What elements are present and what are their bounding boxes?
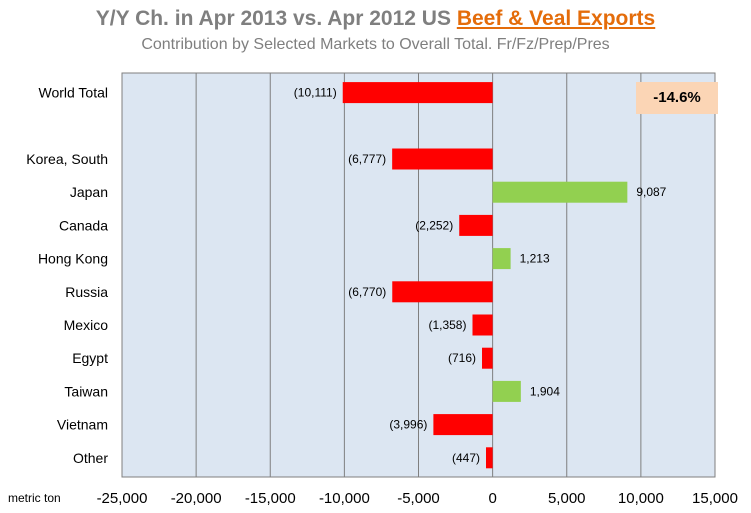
category-label: Korea, South [26,151,108,167]
x-tick-label: -20,000 [171,490,222,507]
bar [492,380,521,402]
category-label: Taiwan [64,383,108,399]
chart-title-highlight: Beef & Veal Exports [456,7,656,30]
bar [485,447,493,469]
chart-title-prefix: Y/Y Ch. in Apr 2013 vs. Apr 2012 US [95,7,457,30]
data-label: (6,777) [348,152,386,166]
category-label: Hong Kong [38,251,108,267]
bar [342,82,493,104]
bar [482,347,493,369]
data-label: (3,996) [389,418,427,432]
category-label: Other [73,450,108,466]
category-label: Mexico [64,317,109,333]
chart-subtitle: Contribution by Selected Markets to Over… [141,36,610,53]
x-tick-label: 0 [488,490,496,507]
category-label: Vietnam [57,417,108,433]
category-label: World Total [38,85,108,101]
x-tick-label: -15,000 [245,490,296,507]
total-change-callout: -14.6% [636,82,718,114]
x-axis-unit-label: metric ton [8,491,61,505]
data-label: 9,087 [636,185,666,199]
data-label: (716) [448,351,476,365]
data-label: (1,358) [428,318,466,332]
x-tick-label: 5,000 [548,490,586,507]
bar [433,414,493,436]
data-label: (6,770) [348,285,386,299]
chart-title: Y/Y Ch. in Apr 2013 vs. Apr 2012 US Beef… [0,6,751,32]
bar [392,148,493,170]
x-tick-label: 10,000 [618,490,664,507]
category-label: Canada [59,217,108,233]
data-label: 1,904 [530,384,560,398]
x-tick-label: -5,000 [397,490,440,507]
bar [392,281,493,303]
bar [472,314,493,336]
category-label: Russia [65,284,108,300]
data-label: (10,111) [294,86,337,100]
x-tick-label: 15,000 [692,490,738,507]
chart-title-block: Y/Y Ch. in Apr 2013 vs. Apr 2012 US Beef… [0,6,751,56]
bar [459,214,493,236]
bar [492,181,628,203]
bar [492,248,511,270]
data-label: (2,252) [415,218,453,232]
data-label: 1,213 [520,252,550,266]
x-tick-label: -10,000 [319,490,370,507]
data-label: (447) [452,451,480,465]
x-tick-label: -25,000 [97,490,148,507]
category-label: Japan [70,184,108,200]
category-label: Egypt [72,350,108,366]
